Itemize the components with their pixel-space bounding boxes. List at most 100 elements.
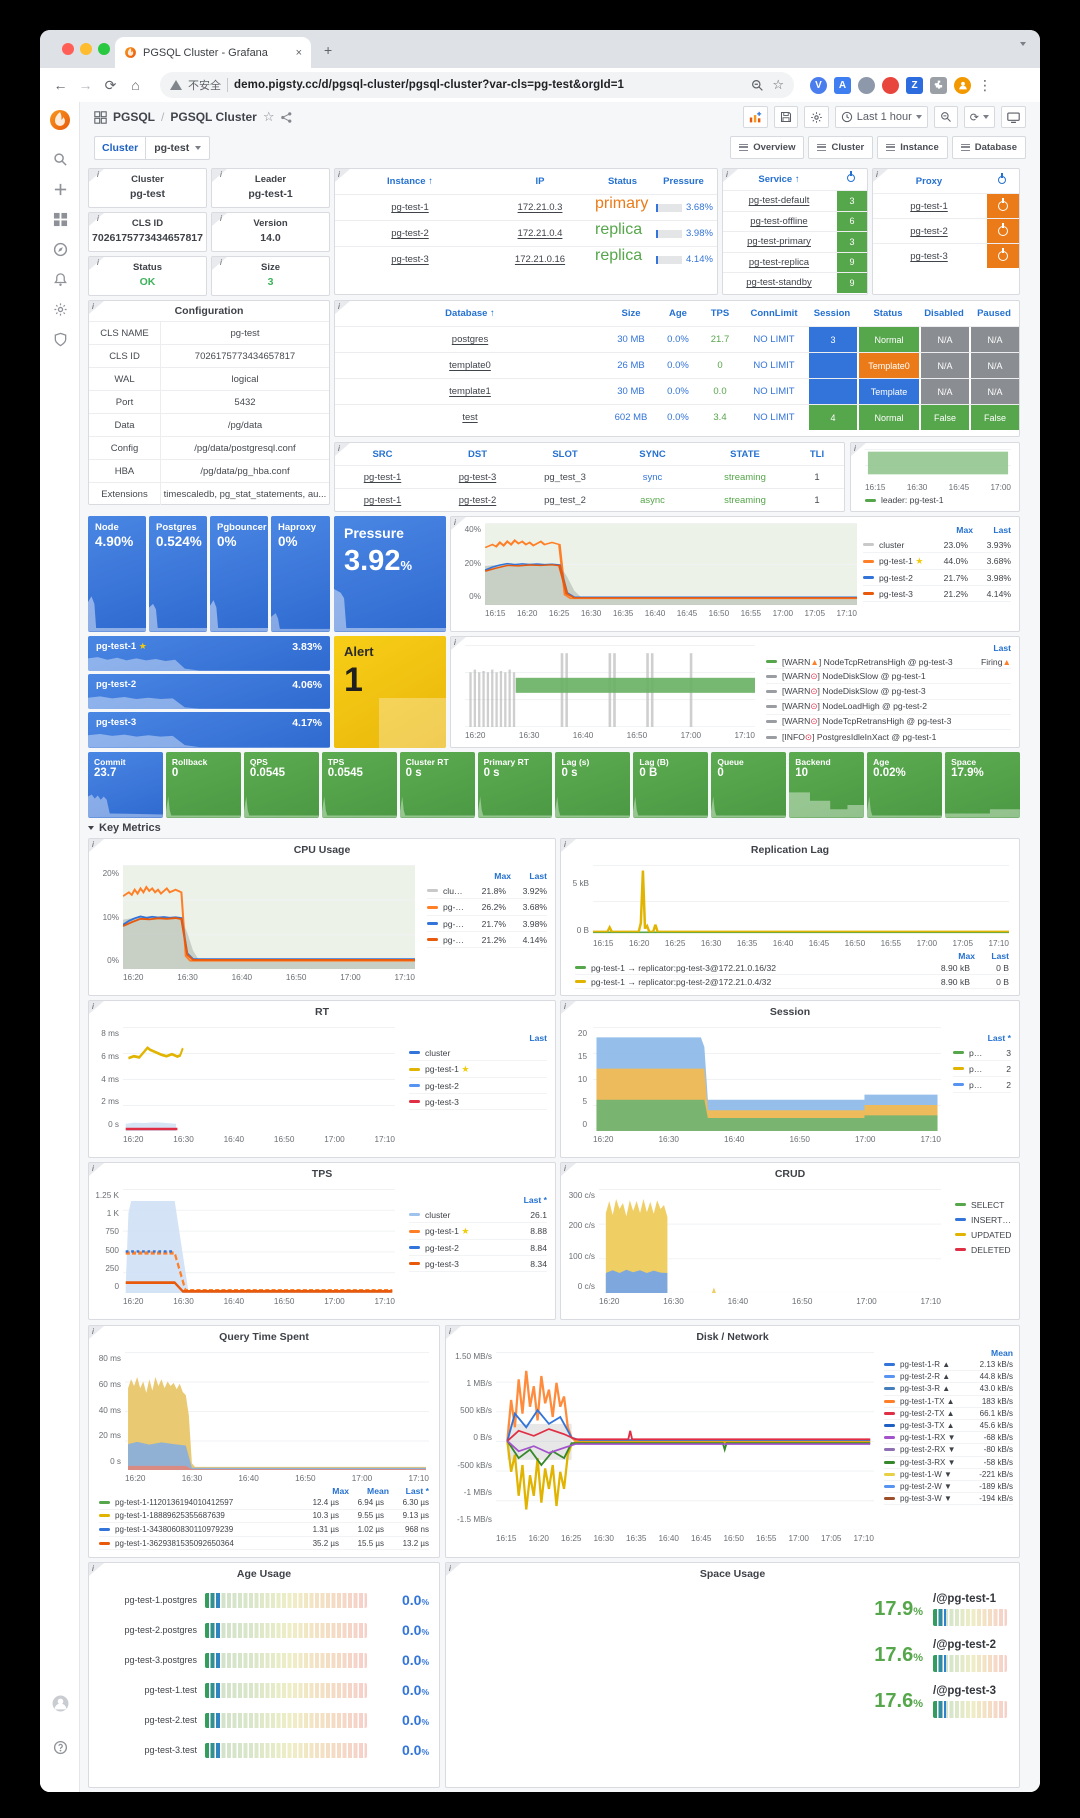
legend-col-last[interactable]: Last [529,1033,547,1043]
stat-tile[interactable]: Lag (B) 0 B [633,752,709,818]
haproxy-tile[interactable]: Haproxy 0% [271,516,330,632]
dashboards-icon[interactable] [40,212,80,227]
overview-card[interactable]: i Cluster pg-test [88,168,207,208]
proxy-link[interactable]: pg-test-2 [910,225,948,237]
proxy-link[interactable]: pg-test-3 [910,250,948,262]
panel-info-icon[interactable]: i [89,1163,104,1176]
instance-ip-link[interactable]: 172.21.0.3 [517,202,563,213]
legend-row[interactable]: cluster 23.0% 3.93% [863,537,1011,553]
legend-row[interactable]: pg-test-1-RX ▼ -68 kB/s [884,1432,1013,1445]
col-header-session[interactable]: Session [813,308,851,319]
panel-info-icon[interactable]: i [561,1163,576,1176]
zoom-out-time-button[interactable] [933,106,958,128]
postgres-tile[interactable]: Postgres 0.524% [149,516,207,632]
service-link[interactable]: pg-test-default [748,195,810,207]
rt-title[interactable]: RT [315,1006,329,1018]
col-header-dst[interactable]: DST [468,448,487,460]
legend-row[interactable]: pg-test-2 2 [953,1061,1011,1077]
pg-test-3-tile[interactable]: pg-test-3 4.17% [88,712,330,748]
cpu-usage-title[interactable]: CPU Usage [293,844,351,856]
service-link[interactable]: pg-test-replica [748,256,810,268]
col-header-disabled[interactable]: Disabled [924,308,964,319]
key-metrics-section-header[interactable]: Key Metrics [88,822,161,834]
back-button[interactable]: ← [53,77,68,93]
overview-card[interactable]: i CLS ID 7026175773434657817 [88,212,207,252]
legend-col-last[interactable]: Last * [987,1033,1011,1043]
configuration-gear-icon[interactable] [40,302,80,317]
tps-chart[interactable] [123,1189,395,1293]
panel-info-icon[interactable]: i [561,1001,576,1014]
legend-row[interactable]: pg-test-1-W ▼ -221 kB/s [884,1469,1013,1481]
refresh-button[interactable]: ⟳ [963,106,995,128]
panel-info-icon[interactable]: i [89,1563,104,1576]
grafana-logo[interactable] [40,108,80,132]
replication-src-link[interactable]: pg-test-1 [363,494,402,506]
crud-title[interactable]: CRUD [774,1168,806,1180]
legend-row[interactable]: INSERTED [955,1212,1013,1227]
col-header-src[interactable]: SRC [372,448,393,460]
replication-dst-link[interactable]: pg-test-3 [458,471,497,483]
legend-row[interactable]: pg-test-3 8.34 [409,1256,547,1272]
zoom-window-button[interactable] [98,43,110,55]
panel-info-icon[interactable]: i [212,213,227,226]
col-header-sync[interactable]: SYNC [639,448,666,460]
legend-row[interactable]: pg-test-3-R ▲ 43.0 kB/s [884,1383,1013,1396]
zoom-page-icon[interactable] [751,79,764,92]
stat-tile[interactable]: Backend 10 [789,752,865,818]
query-time-spent-chart[interactable] [125,1352,429,1470]
save-dashboard-button[interactable] [773,106,798,128]
tab-search-icon[interactable] [1020,42,1026,46]
ext-puzzle-icon[interactable] [930,76,947,94]
stat-tile[interactable]: Cluster RT 0 s [399,752,475,818]
legend-row[interactable]: pg-test-2-W ▼ -189 kB/s [884,1481,1013,1494]
legend-row[interactable]: pg-test-3 21.2% 4.14% [863,586,1011,602]
stat-tile[interactable]: QPS 0.0545 [243,752,319,818]
col-header-tps[interactable]: TPS [710,308,730,319]
ext-red-icon[interactable] [882,76,899,94]
legend-row[interactable]: pg-test-3 2 [953,1077,1011,1093]
session-chart[interactable] [593,1027,941,1131]
crud-chart[interactable] [599,1189,941,1293]
legend-row[interactable]: pg-test-2 8.84 [409,1240,547,1256]
legend-row[interactable]: pg-test-2 21.7% 3.98% [427,916,547,932]
col-header-service[interactable]: Service ↑ [758,174,800,185]
legend-col-last[interactable]: Last [529,871,547,881]
view-nav-button[interactable]: Cluster [808,136,874,159]
col-header-ip[interactable]: IP [535,176,545,187]
legend-col-last[interactable]: Last * [405,1486,429,1496]
legend-row[interactable]: pg-test-1-3629381535092650364 35.2 µs 15… [99,1537,429,1551]
alert-chart[interactable] [465,645,755,727]
panel-info-icon[interactable]: i [873,169,888,182]
panel-info-icon[interactable]: i [451,637,466,650]
stat-tile[interactable]: Lag (s) 0 s [555,752,631,818]
proxy-link[interactable]: pg-test-1 [910,200,948,212]
legend-row[interactable]: pg-test-3-W ▼ -194 kB/s [884,1493,1013,1506]
replication-lag-chart[interactable] [593,865,1009,937]
stat-tile[interactable]: Age 0.02% [867,752,943,818]
legend-row[interactable]: pg-test-1-3438060830110979239 1.31 µs 1.… [99,1523,429,1537]
legend-row[interactable]: pg-test-3 [409,1094,547,1110]
time-range-picker[interactable]: Last 1 hour [834,106,928,128]
instance-ip-link[interactable]: 172.21.0.16 [514,254,566,265]
leader-legend-label[interactable]: leader: pg-test-1 [881,495,944,505]
alert-tile[interactable]: Alert 1 [334,636,446,748]
new-tab-button[interactable]: + [324,42,333,58]
alerting-bell-icon[interactable] [40,272,80,287]
database-link[interactable]: template1 [449,386,491,397]
alert-legend-row[interactable]: [INFO⊙] PostgresIdleInXact @ pg-test-1 [766,730,1011,743]
legend-col-last[interactable]: Last [991,951,1009,961]
overview-card[interactable]: i Leader pg-test-1 [211,168,330,208]
legend-col-last[interactable]: Last [993,643,1011,653]
legend-row[interactable]: pg-test-1-1120136194010412597 12.4 µs 6.… [99,1496,429,1510]
legend-col-max[interactable]: Max [494,871,511,881]
alert-legend-row[interactable]: [WARN▲] NodeTcpRetransHigh @ pg-test-3 F… [766,655,1011,670]
col-header-size[interactable]: Size [621,308,641,319]
add-panel-button[interactable] [742,106,768,128]
col-header-proxy[interactable]: Proxy [915,175,943,187]
instance-status-link[interactable]: replica [595,221,643,238]
panel-info-icon[interactable]: i [212,257,227,270]
legend-col-max[interactable]: Max [956,525,973,535]
bookmark-star-icon[interactable]: ☆ [772,77,784,92]
col-header-age[interactable]: Age [669,308,687,319]
panel-info-icon[interactable]: i [335,301,350,314]
